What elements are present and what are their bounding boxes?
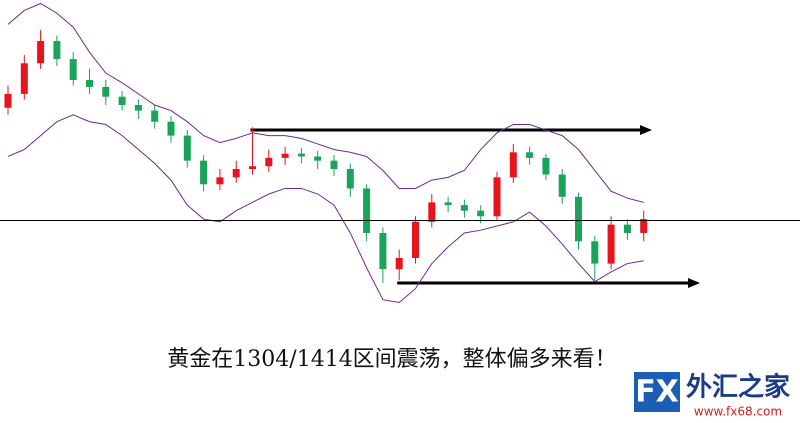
- logo-name: 外汇之家: [686, 372, 790, 403]
- logo: FX 外汇之家 www.fx68.com: [634, 372, 790, 419]
- band-line: [7, 114, 644, 304]
- support-arrow-head: [688, 278, 700, 289]
- logo-badge: [634, 372, 680, 412]
- logo-brand: FX: [635, 375, 679, 410]
- logo-url: www.fx68.com: [694, 405, 782, 419]
- band-line: [7, 2, 644, 203]
- caption: 黄金在1304/1414区间震荡，整体偏多来看！: [167, 347, 616, 372]
- resistance-arrow-head: [640, 125, 652, 136]
